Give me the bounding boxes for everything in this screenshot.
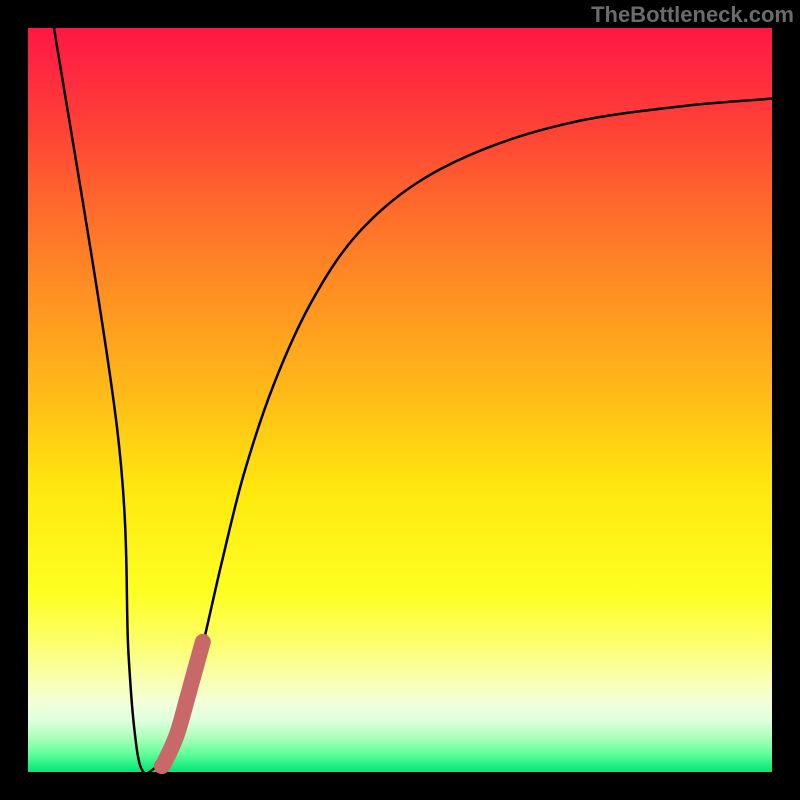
plot-background	[28, 28, 772, 772]
bottleneck-chart: TheBottleneck.com	[0, 0, 800, 800]
highlight-dot	[154, 758, 170, 774]
chart-plot-svg	[0, 0, 800, 800]
